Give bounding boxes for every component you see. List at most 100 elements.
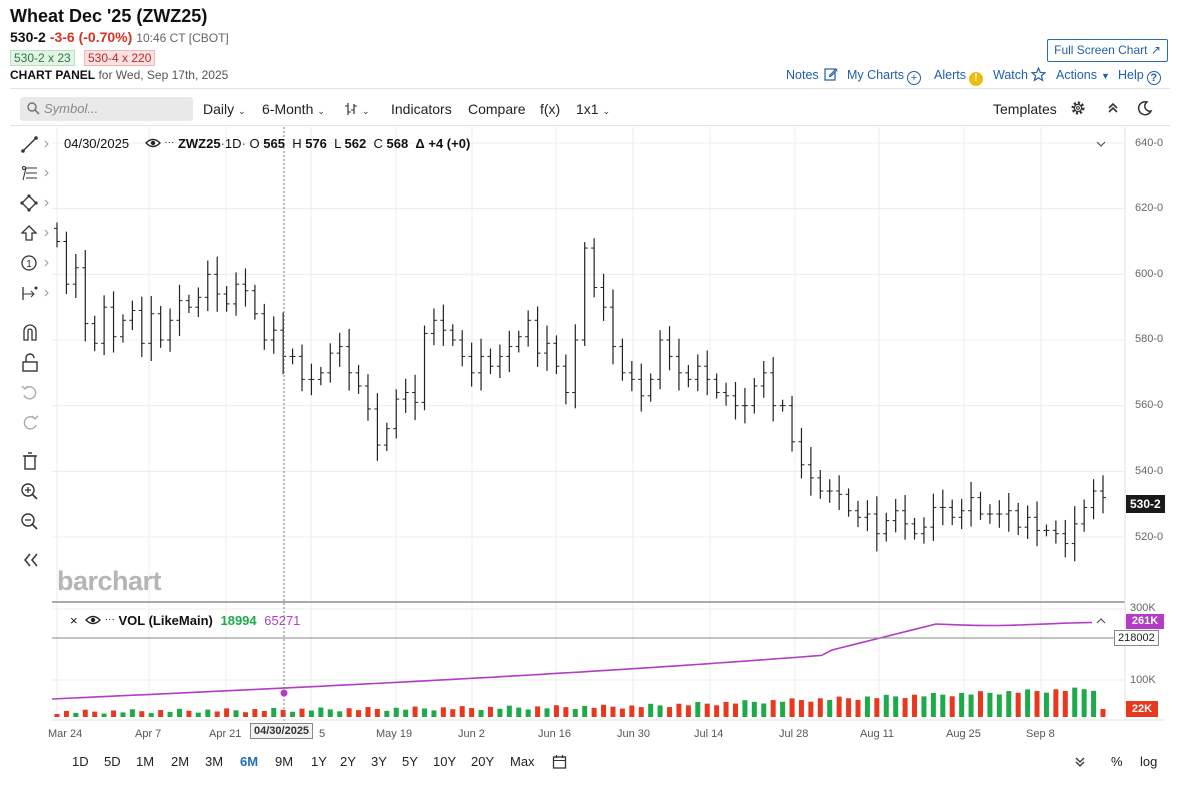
log-toggle[interactable]: log: [1140, 754, 1158, 769]
volume-bar: [667, 707, 673, 717]
ohlc-bar: [666, 326, 673, 371]
period-2m[interactable]: 2M: [171, 754, 190, 769]
redo-icon[interactable]: [20, 413, 40, 433]
interval-dropdown[interactable]: Daily ⌄: [203, 101, 246, 117]
actions-menu[interactable]: Actions ▼: [1056, 67, 1110, 83]
volume-bar: [431, 710, 437, 717]
unlock-icon[interactable]: [20, 353, 40, 373]
symbol-search-input[interactable]: Symbol...: [20, 97, 193, 121]
volume-bar: [167, 711, 173, 717]
indicators-button[interactable]: Indicators: [391, 101, 452, 117]
period-3m[interactable]: 3M: [205, 754, 224, 769]
period-1d[interactable]: 1D: [72, 754, 89, 769]
volume-bar: [290, 711, 296, 717]
notes-link[interactable]: Notes: [786, 67, 838, 83]
full-screen-chart-button[interactable]: Full Screen Chart ↗: [1047, 39, 1168, 62]
ohlc-bar: [854, 500, 861, 528]
shape-tool-icon[interactable]: [20, 194, 54, 214]
y-tick-label: 560-0: [1135, 399, 1164, 411]
alerts-link[interactable]: Alerts!: [934, 67, 983, 86]
ohlc-bar: [364, 374, 371, 421]
legend-open: 565: [263, 136, 285, 151]
legend-period: 1D: [224, 136, 242, 151]
annotation-tool-icon[interactable]: 1: [20, 254, 54, 274]
compare-button[interactable]: Compare: [468, 101, 526, 117]
volume-bar: [412, 706, 418, 717]
chart-type-dropdown[interactable]: ⌄: [344, 101, 370, 117]
period-6m[interactable]: 6M: [240, 754, 259, 769]
volume-bar: [732, 703, 738, 717]
zoom-out-icon[interactable]: [20, 512, 40, 532]
volume-current-tag: 22K: [1126, 701, 1158, 717]
period-3y[interactable]: 3Y: [371, 754, 387, 769]
actions-label: Actions: [1056, 68, 1097, 82]
ohlc-bar: [148, 296, 155, 362]
undo-icon[interactable]: [20, 383, 40, 403]
help-link[interactable]: Help?: [1118, 67, 1161, 85]
double-chevron-down-icon[interactable]: [1074, 756, 1086, 768]
measure-tool-icon[interactable]: [20, 284, 54, 304]
gear-icon[interactable]: [1070, 100, 1086, 116]
volume-bar: [1062, 690, 1068, 717]
collapse-left-icon[interactable]: [22, 551, 40, 569]
period-2y[interactable]: 2Y: [340, 754, 356, 769]
ohlc-bar: [63, 231, 70, 295]
percent-toggle[interactable]: %: [1111, 754, 1123, 769]
fibonacci-tool-icon[interactable]: [20, 164, 54, 184]
collapse-up-icon[interactable]: [1106, 101, 1120, 115]
chevron-down-icon[interactable]: [1096, 140, 1106, 148]
chevron-up-icon[interactable]: [1096, 617, 1106, 625]
ohlc-bar: [129, 300, 136, 331]
ohlc-bar: [751, 378, 758, 414]
templates-button[interactable]: Templates: [993, 101, 1057, 117]
volume-bar: [450, 709, 456, 717]
volume-bar: [487, 706, 493, 717]
period-5d[interactable]: 5D: [104, 754, 121, 769]
period-9m[interactable]: 9M: [275, 754, 294, 769]
star-icon: [1030, 66, 1048, 82]
period-1m[interactable]: 1M: [136, 754, 155, 769]
period-1y[interactable]: 1Y: [311, 754, 327, 769]
watch-link[interactable]: Watch: [993, 66, 1048, 83]
range-dropdown[interactable]: 6-Month ⌄: [262, 101, 325, 117]
line-tool-icon[interactable]: [20, 135, 54, 155]
plus-icon: +: [906, 71, 921, 85]
more-dots-icon[interactable]: ···: [104, 614, 115, 625]
arrow-tool-icon[interactable]: [20, 224, 54, 244]
eye-icon[interactable]: [144, 138, 161, 148]
ohlc-bar: [883, 512, 890, 542]
ohlc-bar: [1015, 502, 1022, 536]
my-charts-link[interactable]: My Charts +: [847, 67, 921, 85]
y-tick-label: 580-0: [1135, 333, 1164, 345]
close-icon[interactable]: ×: [70, 613, 78, 628]
volume-bar: [553, 705, 559, 717]
zoom-in-icon[interactable]: [20, 482, 40, 502]
function-button[interactable]: f(x): [540, 101, 561, 117]
period-max[interactable]: Max: [510, 754, 535, 769]
period-20y[interactable]: 20Y: [471, 754, 495, 769]
volume-bar: [384, 710, 390, 717]
ohlc-bar: [873, 496, 880, 552]
legend-l-label: L: [334, 136, 341, 151]
magnet-icon[interactable]: [20, 323, 40, 343]
ohlc-bar: [939, 489, 946, 526]
period-5y[interactable]: 5Y: [402, 754, 418, 769]
trash-icon[interactable]: [20, 451, 40, 471]
volume-bar: [789, 698, 795, 717]
layout-dropdown[interactable]: 1x1 ⌄: [576, 101, 610, 117]
dark-mode-icon[interactable]: [1137, 100, 1153, 116]
eye-icon[interactable]: [85, 615, 102, 625]
volume-bar: [780, 701, 786, 717]
ask-badge: 530-4 x 220: [84, 50, 156, 66]
page-title: Wheat Dec '25 (ZWZ25): [10, 6, 208, 26]
ohlc-bar: [609, 289, 616, 365]
ohlc-bar: [789, 395, 796, 452]
help-label: Help: [1118, 68, 1144, 82]
volume-bar: [73, 712, 79, 717]
volume-bar: [657, 705, 663, 717]
period-10y[interactable]: 10Y: [433, 754, 457, 769]
more-dots-icon[interactable]: ···: [164, 137, 175, 148]
calendar-icon[interactable]: [552, 754, 567, 769]
y-tick-label: 640-0: [1135, 137, 1164, 149]
